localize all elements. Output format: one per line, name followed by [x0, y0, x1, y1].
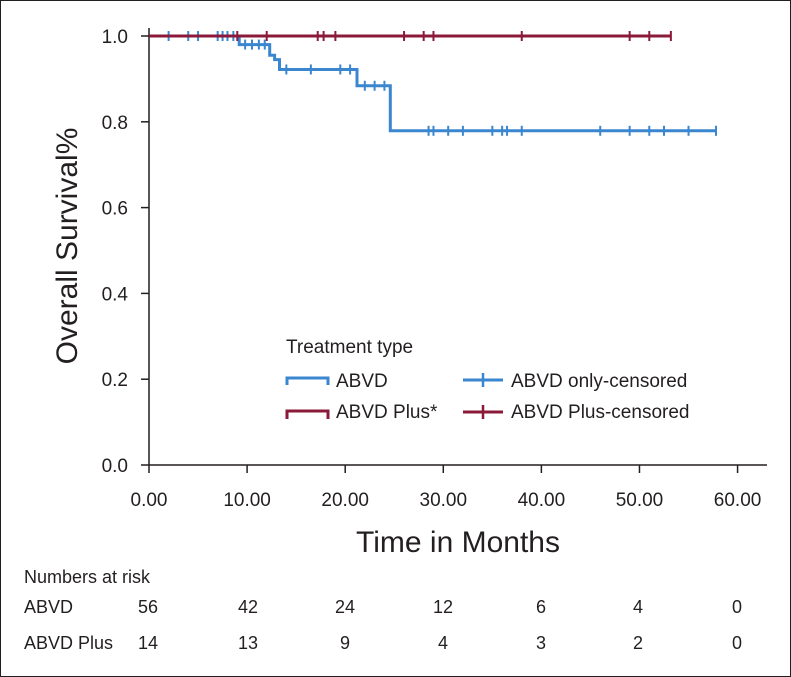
- risk-value: 14: [138, 633, 158, 653]
- risk-value: 4: [633, 597, 643, 617]
- survival-curves: [149, 31, 717, 136]
- x-axis-label: Time in Months: [356, 526, 560, 559]
- x-tick-label: 20.00: [321, 490, 369, 511]
- risk-value: 3: [536, 633, 546, 653]
- x-tick-label: 30.00: [420, 490, 468, 511]
- x-tick-label: 60.00: [714, 490, 762, 511]
- risk-table-title: Numbers at risk: [24, 567, 151, 587]
- y-tick-label: 0.4: [102, 284, 129, 305]
- x-tick-label: 10.00: [223, 490, 271, 511]
- y-tick-label: 0.2: [102, 370, 128, 391]
- risk-values: 56 42 24 12 6 4 0 14 13 9 4 3 2 0: [138, 597, 742, 653]
- risk-value: 4: [438, 633, 448, 653]
- risk-value: 2: [633, 633, 643, 653]
- risk-value: 24: [335, 597, 355, 617]
- legend-abvd-plus-swatch: [285, 409, 330, 419]
- risk-row-label: ABVD: [24, 597, 73, 617]
- x-ticks: 0.00 10.00 20.00 30.00 40.00 50.00 60.00: [131, 465, 762, 511]
- risk-value: 9: [340, 633, 350, 653]
- risk-row-label: ABVD Plus: [24, 633, 113, 653]
- y-tick-label: 0.6: [102, 199, 128, 220]
- y-tick-label: 1.0: [102, 27, 128, 48]
- risk-value: 12: [433, 597, 453, 617]
- risk-value: 56: [138, 597, 158, 617]
- risk-value: 42: [238, 597, 258, 617]
- y-axis-label: Overall Survival%: [51, 128, 84, 365]
- axes: [148, 28, 767, 466]
- legend-abvd-plus-label: ABVD Plus*: [336, 402, 438, 423]
- legend-title: Treatment type: [286, 337, 413, 358]
- x-tick-label: 50.00: [616, 490, 664, 511]
- legend-abvd-censored-swatch: [463, 373, 503, 387]
- numbers-at-risk-table: Numbers at risk ABVD ABVD Plus 56 42 24 12 6…: [24, 567, 742, 653]
- legend-abvd-plus-censored-swatch: [463, 405, 503, 419]
- legend-abvd-label: ABVD: [336, 371, 388, 392]
- risk-value: 0: [732, 597, 742, 617]
- survival-curve-abvd: [149, 34, 716, 133]
- risk-value: 13: [238, 633, 258, 653]
- legend-abvd-censored-label: ABVD only-censored: [511, 371, 687, 392]
- x-tick-label: 40.00: [518, 490, 566, 511]
- y-ticks: 0.0 0.2 0.4 0.6 0.8 1.0: [102, 27, 149, 477]
- risk-value: 0: [732, 633, 742, 653]
- legend-abvd-swatch: [285, 376, 330, 385]
- legend: Treatment type ABVD ABVD only-censored A…: [285, 337, 689, 423]
- x-tick-label: 0.00: [131, 490, 168, 511]
- y-tick-label: 0.0: [102, 456, 128, 477]
- y-tick-label: 0.8: [102, 113, 128, 134]
- legend-abvd-plus-censored-label: ABVD Plus-censored: [511, 402, 689, 423]
- risk-value: 6: [536, 597, 546, 617]
